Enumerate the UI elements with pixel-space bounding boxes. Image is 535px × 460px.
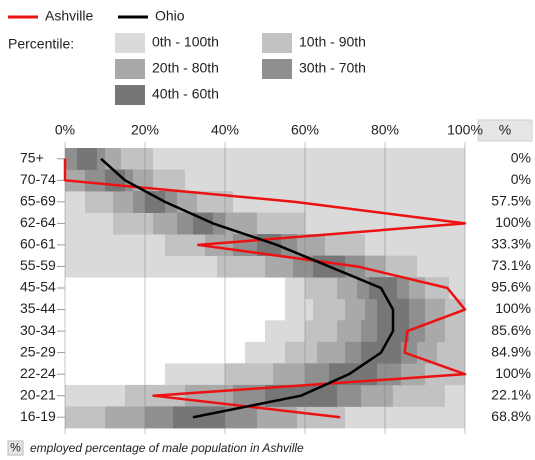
legend-text: Ohio	[155, 8, 185, 24]
percentile-band	[77, 148, 97, 170]
y-tick-label: 75+	[20, 149, 44, 165]
y-tick-label: 62-64	[20, 214, 56, 230]
x-tick-label: 40%	[211, 122, 239, 138]
legend-text: Ashville	[45, 8, 93, 24]
value-label: 57.5%	[491, 193, 531, 209]
percentile-band	[145, 191, 165, 213]
legend-text: 10th - 90th	[299, 34, 366, 50]
y-tick-label: 35-44	[20, 300, 56, 316]
y-tick-label: 70-74	[20, 171, 56, 187]
legend-text: 40th - 60th	[152, 86, 219, 102]
x-tick-label: 100%	[447, 122, 483, 138]
y-tick-label: 65-69	[20, 193, 56, 209]
percentile-band	[329, 363, 377, 386]
value-label: 84.9%	[491, 343, 531, 359]
x-tick-label: 0%	[55, 122, 75, 138]
y-tick-label: 60-61	[20, 236, 56, 252]
series-line	[63, 158, 467, 419]
value-column-header[interactable]	[477, 119, 533, 142]
value-label: 22.1%	[491, 386, 531, 402]
legend-swatch	[262, 59, 292, 79]
value-label: 95.6%	[491, 279, 531, 295]
value-label: 0%	[511, 149, 531, 165]
percentile-band	[65, 148, 465, 170]
x-tick-label: 20%	[131, 122, 159, 138]
percentile-band	[173, 406, 225, 429]
legend-swatch	[115, 33, 145, 53]
value-label: 0%	[511, 171, 531, 187]
x-tick-label: 60%	[291, 122, 319, 138]
value-label: 100%	[495, 214, 531, 230]
y-tick-label: 22-24	[20, 365, 56, 381]
value-label: 33.3%	[491, 236, 531, 252]
legend-text: 20th - 80th	[152, 60, 219, 76]
y-tick-label: 25-29	[20, 343, 56, 359]
legend-swatch	[115, 59, 145, 79]
legend-text: 30th - 70th	[299, 60, 366, 76]
value-label: 85.6%	[491, 322, 531, 338]
x-tick-label: 80%	[371, 122, 399, 138]
y-tick-label: 30-34	[20, 322, 56, 338]
percentile-band	[369, 277, 397, 300]
footer: employed percentage of male population i…	[30, 441, 304, 455]
y-tick-label: 55-59	[20, 257, 56, 273]
value-column-header-text: %	[499, 122, 511, 138]
y-tick-label: 45-54	[20, 279, 56, 295]
value-label: 68.8%	[491, 408, 531, 424]
value-label: 100%	[495, 365, 531, 381]
legend-label: Percentile:	[8, 36, 74, 52]
legend-swatch	[115, 85, 145, 105]
footer-badge-text: %	[10, 441, 21, 455]
y-tick-label: 16-19	[20, 408, 56, 424]
series-line	[100, 157, 395, 419]
legend-text: 0th - 100th	[152, 34, 219, 50]
value-label: 73.1%	[491, 257, 531, 273]
legend-swatch	[262, 33, 292, 53]
footer-badge	[7, 440, 24, 456]
y-tick-label: 20-21	[20, 386, 56, 402]
percentile-band	[193, 212, 213, 235]
value-label: 100%	[495, 300, 531, 316]
